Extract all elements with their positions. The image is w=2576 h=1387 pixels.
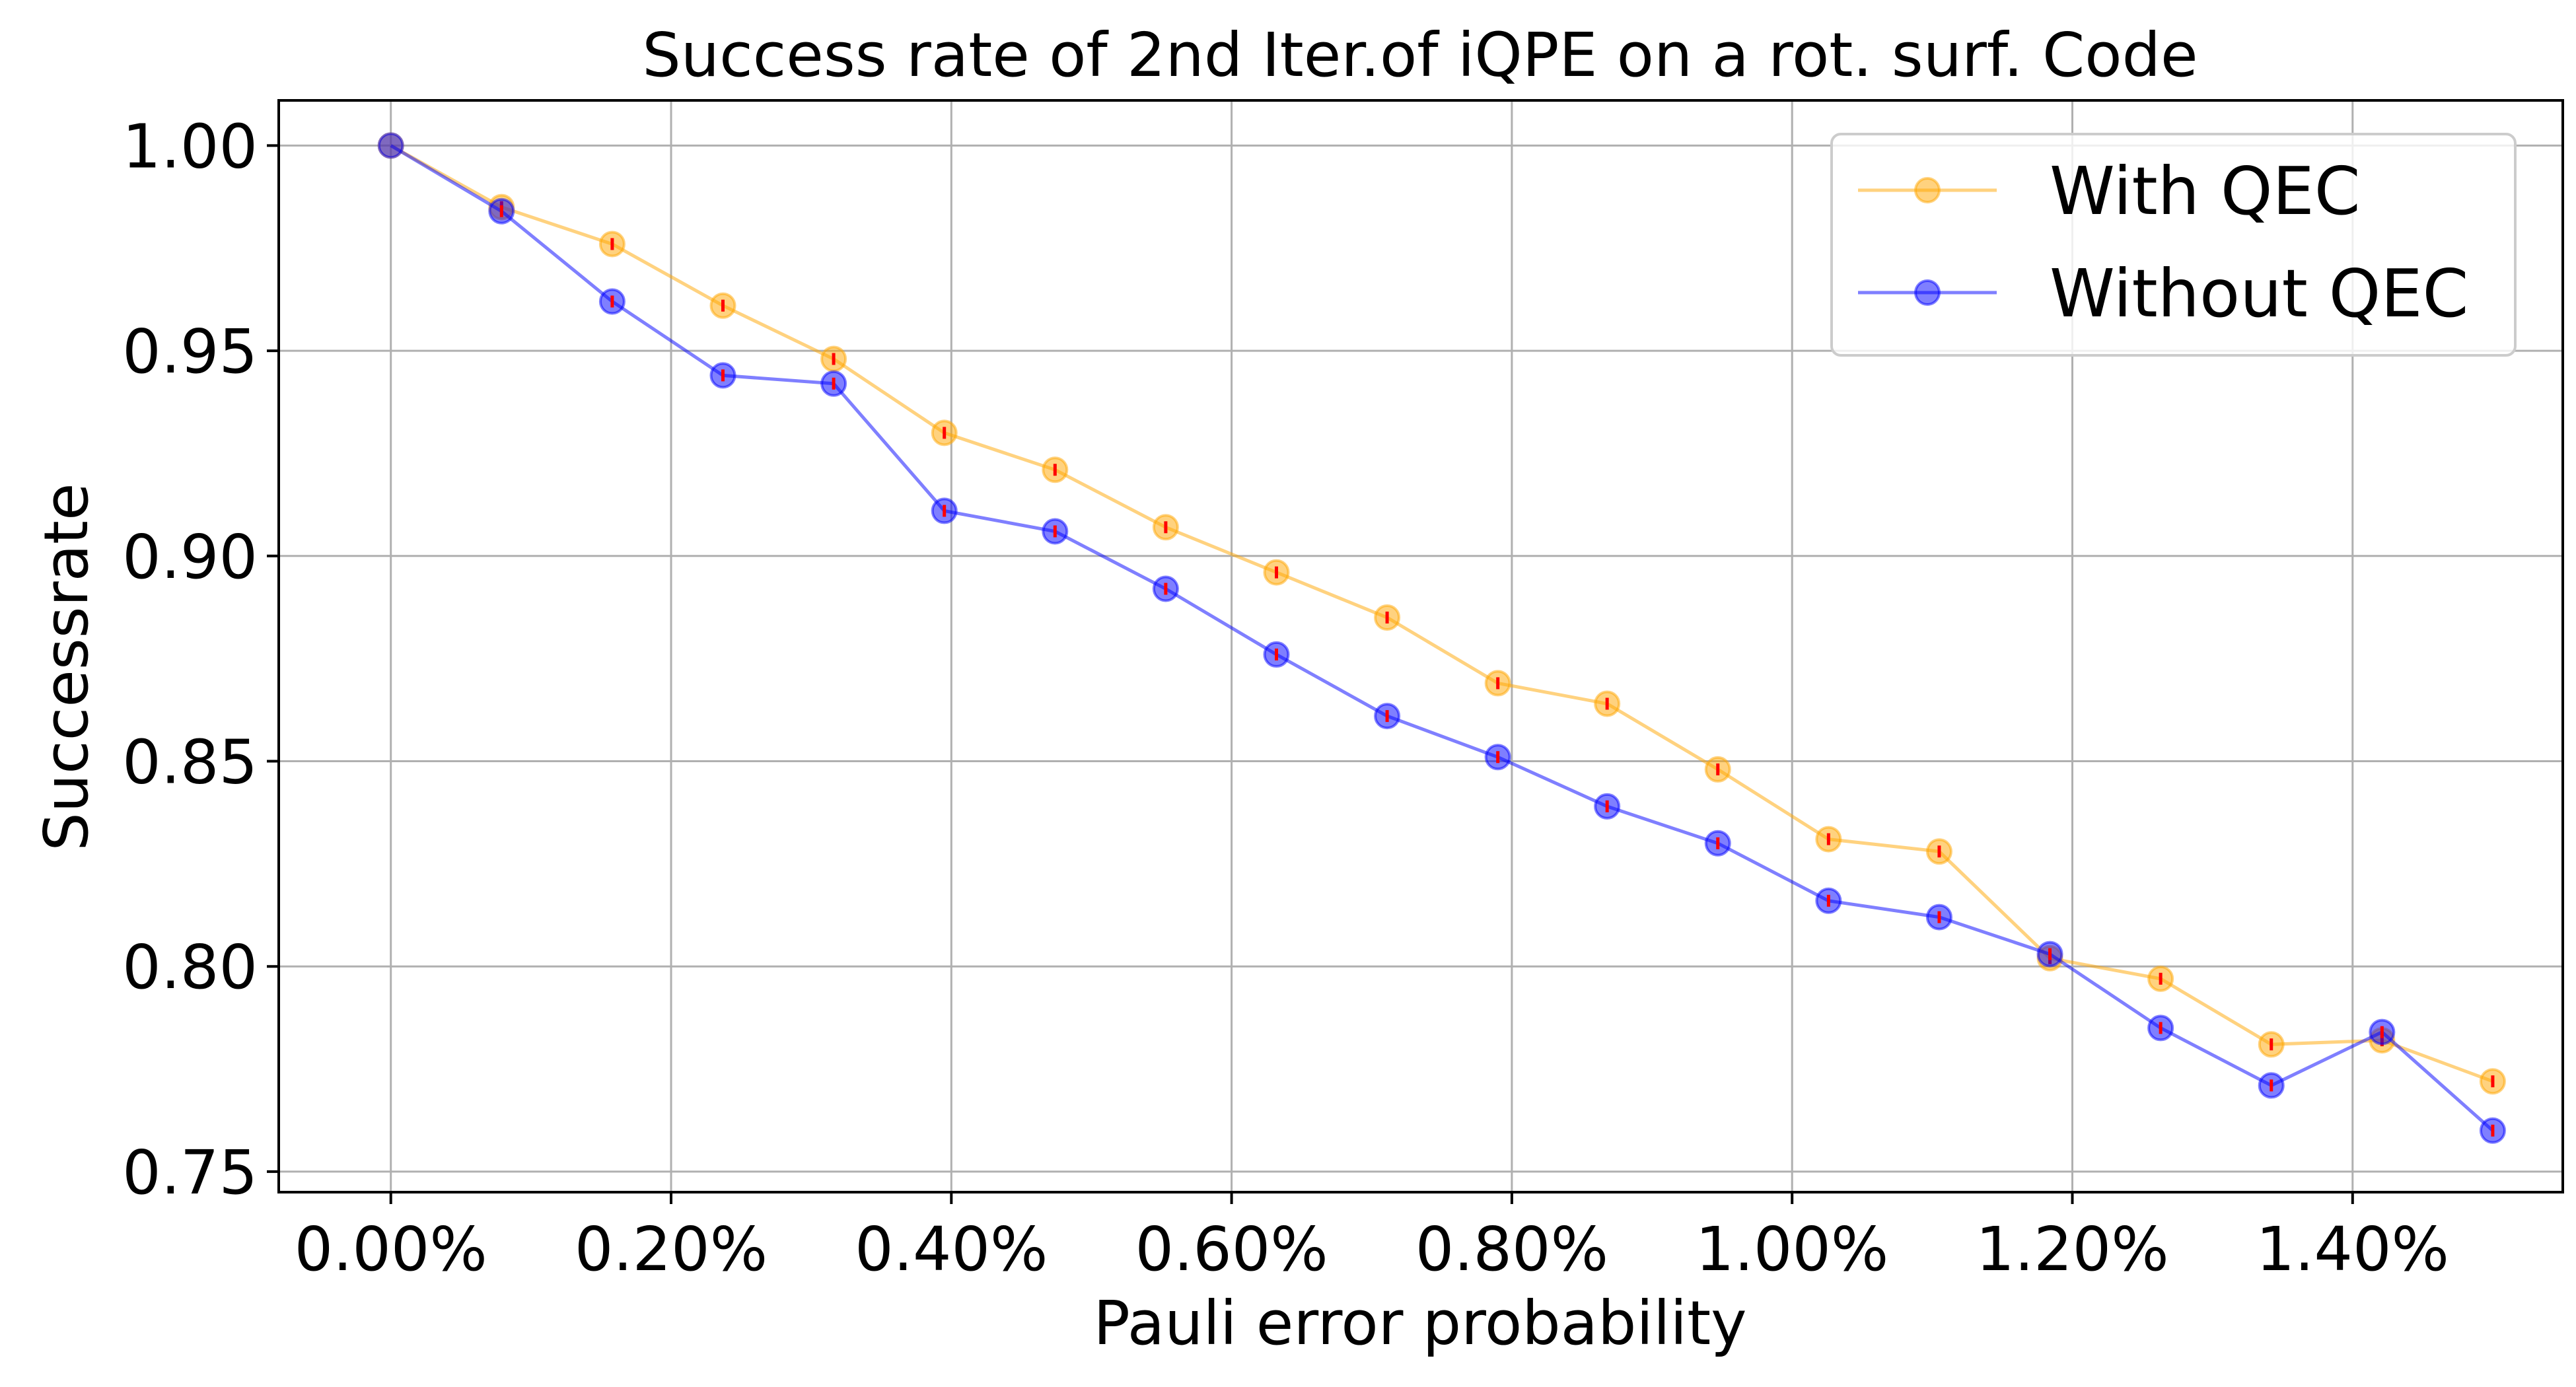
x-axis-label: Pauli error probability: [1093, 1288, 1746, 1359]
y-tick-label: 1.00: [122, 111, 258, 182]
series-line: [390, 144, 2494, 1132]
series-line: [390, 144, 2493, 1083]
x-axis-ticks: 0.00% 0.20% 0.40% 0.60% 0.80% 1.00% 1.20% 1.40%: [295, 1192, 2449, 1285]
x-tick-label: 0.40%: [855, 1214, 1048, 1285]
y-tick-label: 0.80: [122, 932, 258, 1003]
data-point: [377, 132, 404, 159]
x-tick-label: 0.20%: [575, 1214, 768, 1285]
legend-marker: [1914, 279, 1941, 306]
legend-box: [1830, 133, 2517, 357]
y-tick-label: 0.90: [122, 522, 258, 592]
legend-label: Without QEC: [2050, 255, 2468, 332]
x-tick-label: 1.40%: [2256, 1214, 2449, 1285]
y-tick-label: 0.95: [122, 316, 258, 387]
legend-label: With QEC: [2050, 153, 2361, 230]
axes-frame: [277, 99, 2564, 1193]
y-axis-ticks: 0.75 0.80 0.85 0.90 0.95 1.00: [122, 111, 279, 1208]
legend-marker: [1914, 177, 1941, 203]
y-tick-label: 0.75: [122, 1137, 258, 1208]
x-tick-label: 1.20%: [1976, 1214, 2168, 1285]
y-axis-label: Successrate: [31, 483, 102, 851]
series-1: [377, 132, 2506, 1144]
x-tick-label: 0.80%: [1415, 1214, 1608, 1285]
y-tick-label: 0.85: [122, 727, 258, 798]
x-tick-label: 0.00%: [295, 1214, 487, 1285]
chart-title: Success rate of 2nd Iter.of iQPE on a ro…: [642, 20, 2198, 90]
legend: With QEC Without QEC: [1830, 133, 2517, 357]
x-tick-label: 1.00%: [1696, 1214, 1888, 1285]
series-layer: [377, 132, 2506, 1144]
x-tick-label: 0.60%: [1135, 1214, 1328, 1285]
